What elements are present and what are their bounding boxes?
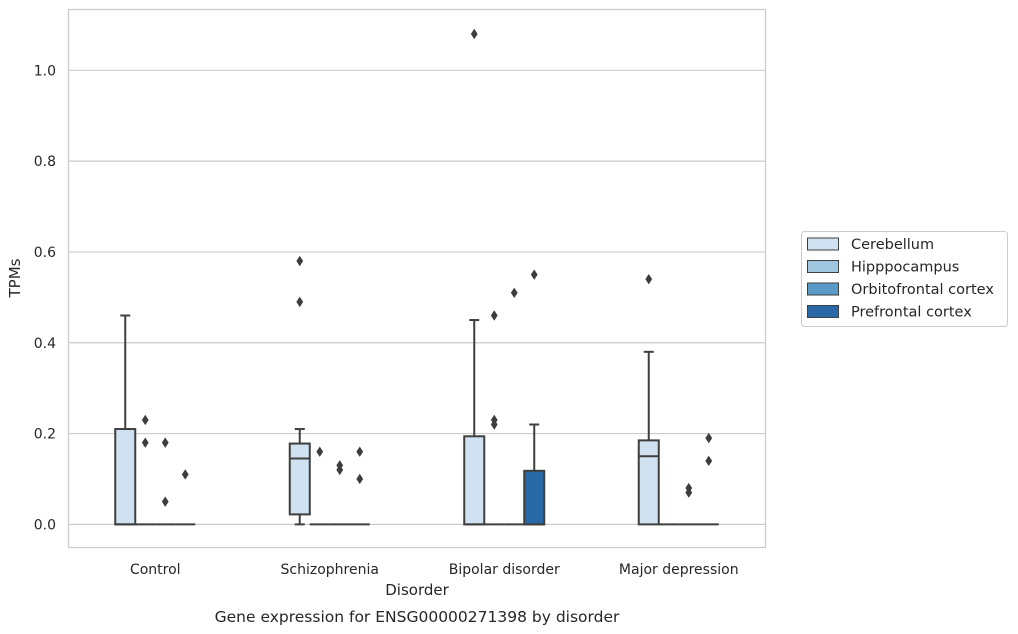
box	[463, 435, 486, 526]
x-tick-label: Major depression	[619, 562, 739, 578]
y-tick-label: 0.2	[34, 427, 56, 443]
y-tick-label: 0.6	[34, 245, 56, 261]
outlier-point	[705, 455, 713, 467]
box	[114, 428, 137, 526]
outlier-point	[510, 287, 518, 299]
box-groups	[114, 28, 719, 526]
outlier-point	[645, 273, 653, 285]
legend-label: Hipppocampus	[851, 260, 959, 276]
x-tick-labels: Control Schizophrenia Bipolar disorder Majo…	[130, 562, 739, 578]
outlier-point	[685, 487, 693, 498]
outlier-point	[181, 469, 189, 480]
outlier-point	[490, 419, 498, 430]
legend-label: Prefrontal cortex	[851, 305, 972, 321]
legend-label: Cerebellum	[851, 237, 934, 253]
x-tick-label: Bipolar disorder	[449, 562, 560, 578]
box	[637, 439, 660, 526]
outlier-point	[141, 437, 149, 448]
outlier-point	[161, 496, 169, 507]
legend-label: Orbitofrontal cortex	[851, 282, 994, 298]
box	[288, 442, 311, 516]
y-tick-label: 0.8	[34, 154, 56, 170]
outlier-point	[336, 464, 344, 476]
y-tick-label: 1.0	[34, 63, 56, 79]
box-group	[463, 28, 546, 526]
box-group	[288, 255, 370, 526]
box	[523, 469, 546, 526]
outlier-point	[316, 446, 324, 457]
x-tick-label: Control	[130, 562, 181, 578]
outlier-point	[356, 446, 364, 457]
plot-area-frame	[67, 8, 767, 549]
legend-swatch	[807, 282, 839, 296]
outlier-point	[490, 310, 498, 321]
legend-frame	[801, 231, 1008, 327]
outlier-point	[161, 437, 169, 448]
outlier-point	[705, 432, 713, 444]
outlier-point	[141, 414, 149, 426]
y-tick-labels: 0.0 0.2 0.4 0.6 0.8 1.0	[34, 63, 56, 533]
gridlines	[68, 69, 766, 525]
outlier-point	[356, 473, 364, 485]
y-tick-label: 0.0	[34, 517, 56, 533]
x-axis-title: Disorder	[385, 581, 449, 599]
legend: Cerebellum Hipppocampus Orbitofrontal cort…	[801, 231, 1008, 327]
x-tick-label: Schizophrenia	[281, 562, 379, 578]
outlier-point	[296, 296, 304, 308]
box-group	[637, 273, 719, 526]
y-tick-label: 0.4	[34, 336, 56, 352]
chart-caption: Gene expression for ENSG00000271398 by d…	[215, 608, 620, 626]
outlier-point	[296, 255, 304, 267]
y-axis-title: TPMs	[6, 258, 24, 298]
legend-swatch	[807, 237, 839, 251]
legend-swatch	[807, 305, 839, 318]
outlier-point	[470, 28, 478, 40]
outlier-point	[530, 269, 538, 280]
legend-swatch	[807, 260, 839, 273]
box-group	[114, 314, 196, 526]
